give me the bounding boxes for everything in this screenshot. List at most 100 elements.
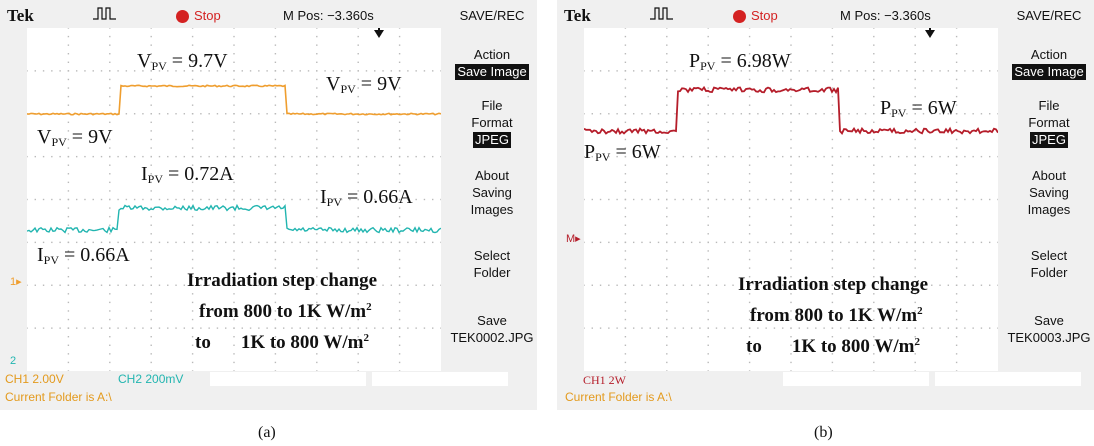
graticule-dot	[790, 61, 792, 63]
graticule-dot	[815, 198, 817, 201]
graticule-dot	[191, 35, 194, 38]
graticule-dot	[616, 327, 618, 329]
graticule-dot	[183, 241, 186, 244]
graticule-dot	[773, 198, 776, 201]
graticule-dot	[382, 327, 384, 329]
graticule-dot	[340, 284, 343, 286]
graticule-dot	[109, 198, 111, 201]
graticule-dot	[914, 275, 916, 278]
graticule-dot	[158, 113, 161, 115]
graticule-dot	[740, 113, 743, 115]
graticule-dot	[955, 275, 958, 278]
ch2-scale: CH2 200mV	[118, 372, 184, 386]
about-saving-images-button[interactable]: About Saving Images	[470, 168, 514, 217]
graticule-dot	[266, 327, 268, 329]
graticule-dot	[316, 104, 318, 106]
graticule-dot	[357, 164, 359, 166]
graticule-dot	[997, 241, 998, 244]
graticule-dot	[947, 155, 950, 158]
graticule-dot	[955, 284, 958, 286]
graticule-dot	[790, 207, 792, 209]
graticule-dot	[914, 293, 916, 295]
graticule-dot	[142, 284, 144, 286]
graticule-dot	[666, 344, 668, 346]
graticule-dot	[699, 327, 701, 329]
graticule-dot	[274, 190, 277, 192]
graticule-dot	[100, 70, 103, 72]
graticule-dot	[666, 267, 668, 269]
graticule-dot	[624, 353, 627, 355]
graticule-dot	[307, 284, 310, 286]
graticule-dot	[332, 70, 335, 72]
graticule-dot	[175, 113, 177, 115]
graticule-dot	[964, 241, 966, 244]
graticule-dot	[357, 78, 359, 81]
graticule-dot	[666, 87, 668, 89]
graticule-dot	[191, 344, 194, 346]
graticule-dot	[109, 301, 111, 304]
graticule-dot	[873, 104, 875, 106]
graticule-dot	[584, 113, 585, 115]
graticule-dot	[357, 173, 359, 175]
graticule-dot	[233, 284, 235, 286]
action-button[interactable]: Action Save Image	[455, 47, 529, 80]
action-button[interactable]: Action Save Image	[1012, 47, 1086, 80]
graticule-dot	[682, 284, 685, 286]
channel2-marker-icon[interactable]: 2	[10, 355, 17, 367]
graticule-dot	[831, 190, 834, 192]
graticule-dot	[690, 198, 693, 201]
file-format-button[interactable]: File Format JPEG	[1028, 98, 1070, 148]
graticule-dot	[100, 327, 103, 329]
graticule-dot	[42, 241, 45, 244]
graticule-dot	[666, 310, 668, 312]
graticule-dot	[75, 327, 78, 329]
graticule-dot	[873, 344, 875, 346]
graticule-dot	[357, 310, 359, 312]
math-marker-icon[interactable]: M▸	[566, 233, 581, 245]
graticule-dot	[922, 198, 925, 201]
graticule-dot	[790, 53, 792, 55]
graticule-dot	[674, 327, 676, 329]
graticule-dot	[748, 35, 751, 38]
graticule-dot	[980, 155, 983, 158]
graticule-dot	[624, 336, 627, 338]
save-file-button[interactable]: Save TEK0003.JPG	[1007, 313, 1091, 345]
graticule-dot	[815, 284, 817, 286]
graticule-dot	[191, 353, 194, 355]
graticule-dot	[955, 53, 958, 55]
graticule-dot	[997, 155, 998, 158]
graticule-dot	[666, 164, 668, 166]
graticule-dot	[67, 198, 70, 201]
graticule-dot	[133, 327, 136, 329]
graticule-dot	[873, 361, 875, 364]
graticule-dot	[191, 224, 194, 226]
graticule-dot	[51, 198, 53, 201]
graticule-dot	[249, 70, 252, 72]
graticule-dot	[34, 70, 36, 72]
graticule-dot	[266, 70, 268, 72]
graticule-dot	[682, 241, 685, 244]
select-folder-button[interactable]: Select Folder	[1030, 248, 1068, 280]
graticule-dot	[690, 155, 693, 158]
graticule-dot	[773, 113, 776, 115]
graticule-dot	[398, 301, 401, 304]
channel1-marker-icon[interactable]: 1▸	[10, 276, 22, 288]
graticule-dot	[142, 198, 144, 201]
graticule-dot	[707, 87, 709, 89]
save-file-button[interactable]: Save TEK0002.JPG	[450, 313, 534, 345]
graticule-dot	[674, 70, 676, 72]
select-folder-button[interactable]: Select Folder	[473, 248, 511, 280]
graticule-dot	[390, 241, 393, 244]
graticule-dot	[357, 361, 359, 364]
graticule-dot	[332, 241, 335, 244]
graticule-dot	[249, 198, 252, 201]
about-saving-images-button[interactable]: About Saving Images	[1027, 168, 1071, 217]
graticule-dot	[216, 241, 219, 244]
graticule-dot	[258, 284, 260, 286]
graticule-dot	[955, 121, 958, 124]
graticule-dot	[357, 258, 359, 261]
graticule-dot	[997, 327, 998, 329]
graticule-dot	[707, 361, 709, 364]
graticule-dot	[790, 87, 792, 89]
file-format-button[interactable]: File Format JPEG	[471, 98, 513, 148]
